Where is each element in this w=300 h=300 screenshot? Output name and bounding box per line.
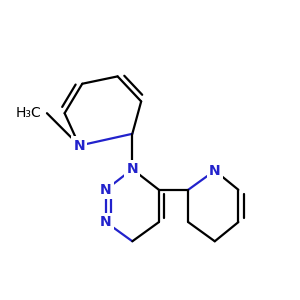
Text: N: N xyxy=(100,215,112,229)
Text: N: N xyxy=(127,162,138,176)
Text: H₃C: H₃C xyxy=(15,106,41,120)
Text: N: N xyxy=(100,183,112,197)
Text: N: N xyxy=(74,139,85,153)
Text: N: N xyxy=(209,164,220,178)
